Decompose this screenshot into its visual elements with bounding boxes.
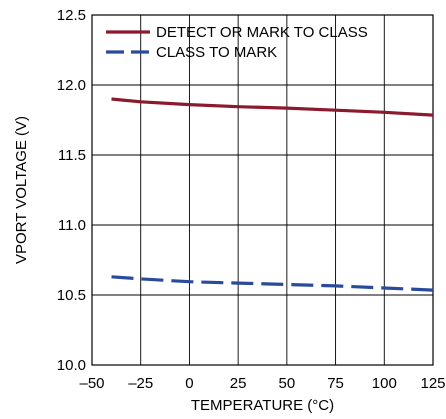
legend: DETECT OR MARK TO CLASS CLASS TO MARK bbox=[106, 24, 368, 61]
tick-labels: –50 –25 0 25 50 75 100 125 10.0 10.5 11.0 11.5 12.0 1… bbox=[57, 7, 446, 392]
legend-label: CLASS TO MARK bbox=[156, 44, 277, 61]
x-tick-label: 100 bbox=[372, 375, 397, 392]
y-tick-label: 12.0 bbox=[57, 77, 86, 94]
y-tick-label: 10.5 bbox=[57, 287, 86, 304]
y-tick-label: 11.5 bbox=[58, 147, 86, 164]
x-tick-label: 50 bbox=[279, 375, 296, 392]
x-tick-label: 125 bbox=[420, 375, 445, 392]
plot-frame bbox=[91, 14, 434, 366]
series-line-detect-or-mark-to-class bbox=[111, 97, 434, 117]
grid bbox=[92, 15, 433, 365]
x-tick-label: –50 bbox=[79, 375, 104, 392]
y-tick-label: 10.0 bbox=[57, 357, 86, 374]
series-line-class-to-mark bbox=[111, 275, 434, 292]
y-axis-label: VPORT VOLTAGE (V) bbox=[13, 116, 30, 264]
legend-label: DETECT OR MARK TO CLASS bbox=[156, 24, 368, 41]
x-axis-label: TEMPERATURE (°C) bbox=[191, 397, 334, 414]
y-tick-label: 12.5 bbox=[57, 7, 86, 24]
x-tick-label: –25 bbox=[128, 375, 153, 392]
x-tick-label: 25 bbox=[230, 375, 247, 392]
x-tick-label: 75 bbox=[327, 375, 344, 392]
series-lines bbox=[111, 97, 434, 292]
x-tick-label: 0 bbox=[185, 375, 193, 392]
y-tick-label: 11.0 bbox=[58, 217, 86, 234]
